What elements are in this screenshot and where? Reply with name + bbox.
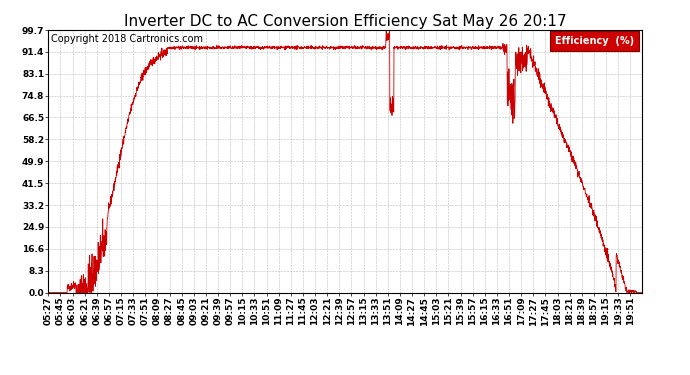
- Title: Inverter DC to AC Conversion Efficiency Sat May 26 20:17: Inverter DC to AC Conversion Efficiency …: [124, 14, 566, 29]
- Bar: [550, 32, 639, 51]
- Text: Efficiency  (%): Efficiency (%): [555, 36, 634, 46]
- Text: Copyright 2018 Cartronics.com: Copyright 2018 Cartronics.com: [51, 34, 204, 44]
